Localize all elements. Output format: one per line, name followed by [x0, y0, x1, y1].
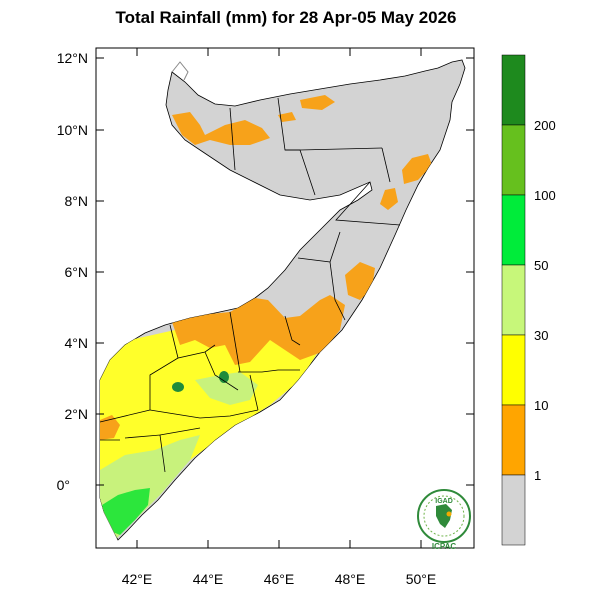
rain-darkgreen-spot-1	[172, 382, 184, 392]
legend-label-200: 200	[534, 118, 556, 133]
legend-label-1: 1	[534, 468, 541, 483]
admin-boundaries	[99, 97, 401, 473]
lon-label-46e: 46°E	[264, 571, 295, 587]
legend-swatch-0	[501, 54, 526, 126]
rain-orange-ne-2	[380, 188, 398, 210]
lon-label-44e: 44°E	[193, 571, 224, 587]
lat-label-10n: 10°N	[57, 122, 88, 138]
logo-igad-text: IGAD	[435, 498, 453, 505]
lat-label-2n: 2°N	[65, 406, 89, 422]
map-title: Total Rainfall (mm) for 28 Apr-05 May 20…	[115, 8, 457, 27]
lon-label-50e: 50°E	[406, 571, 437, 587]
lat-label-8n: 8°N	[65, 193, 89, 209]
legend-label-50: 50	[534, 258, 548, 273]
lat-label-12n: 12°N	[57, 50, 88, 66]
legend-colorbar	[501, 54, 526, 546]
igad-icpac-logo: IGAD ICPAC	[417, 489, 471, 551]
lon-label-48e: 48°E	[335, 571, 366, 587]
rain-orange-southwest	[100, 415, 120, 440]
rain-orange-north-3	[278, 112, 296, 122]
lon-axis	[136, 48, 422, 548]
rain-orange-north-1	[172, 112, 270, 145]
rain-lightgreen-mid	[195, 372, 258, 405]
legend-swatch-5	[501, 404, 526, 476]
rainfall-fields	[100, 95, 432, 540]
africa-icon	[436, 504, 452, 528]
lat-label-6n: 6°N	[65, 264, 89, 280]
rain-green-south	[102, 488, 150, 535]
legend-swatch-3	[501, 264, 526, 336]
legend-label-30: 30	[534, 328, 548, 343]
rain-darkgreen-spot-2	[219, 371, 229, 383]
legend-swatch-2	[501, 194, 526, 266]
legend-label-100: 100	[534, 188, 556, 203]
rain-orange-north-2	[300, 95, 335, 110]
lat-label-4n: 4°N	[65, 335, 89, 351]
legend-swatch-1	[501, 124, 526, 196]
djibouti-border	[171, 61, 189, 81]
logo-icpac-text: ICPAC	[432, 542, 457, 551]
lon-label-42e: 42°E	[122, 571, 153, 587]
lat-axis	[96, 57, 474, 486]
rain-orange-central	[172, 295, 345, 365]
lat-label-0: 0°	[57, 477, 70, 493]
rain-orange-ne	[402, 154, 432, 184]
legend-swatch-4	[501, 334, 526, 406]
legend-swatch-6	[501, 474, 526, 546]
legend-label-10: 10	[534, 398, 548, 413]
